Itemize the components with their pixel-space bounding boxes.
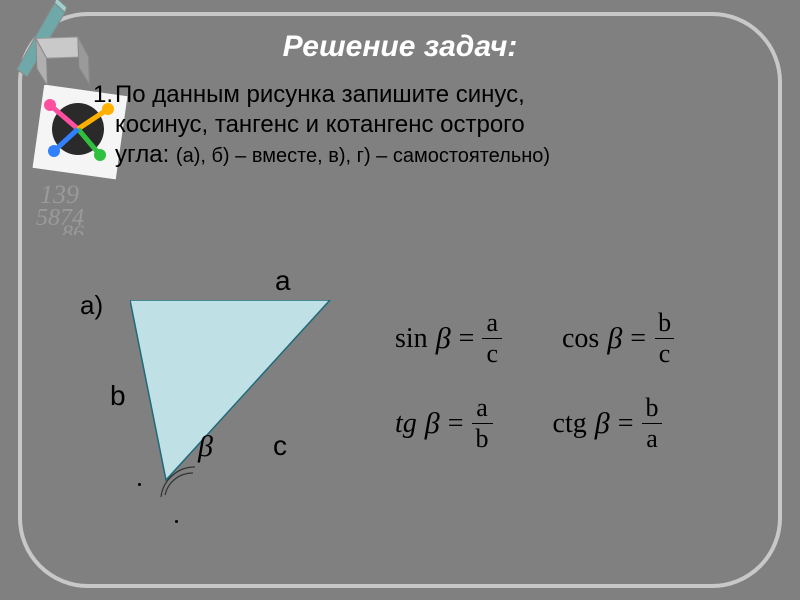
page-title: Решение задач: bbox=[0, 30, 800, 64]
angle-label-beta: β bbox=[198, 430, 213, 464]
task-line1: По данным рисунка запишите синус, bbox=[115, 81, 525, 108]
side-label-c: c bbox=[273, 430, 287, 462]
dot bbox=[175, 520, 178, 523]
side-label-a: a bbox=[275, 265, 291, 297]
formula-cos: cos β = bc bbox=[562, 310, 675, 367]
task-line3b: (а), б) – вместе, в), г) – самостоятельн… bbox=[176, 145, 550, 167]
task-line3a: угла: bbox=[115, 141, 176, 168]
formula-sin: sin β = ac bbox=[395, 310, 502, 367]
task-line2: косинус, тангенс и котангенс острого bbox=[115, 111, 525, 138]
dot bbox=[138, 483, 141, 486]
formulas-block: sin β = ac cos β = bc tg β = ab ctg β = … bbox=[395, 310, 775, 480]
formula-ctg: ctg β = ba bbox=[553, 395, 663, 452]
formula-tg: tg β = ab bbox=[395, 395, 493, 452]
side-label-b: b bbox=[110, 380, 126, 412]
task-number: 1. bbox=[93, 80, 113, 110]
subtask-label-a: а) bbox=[80, 290, 103, 321]
task-text: 1. По данным рисунка запишите синус, кос… bbox=[115, 80, 745, 170]
svg-text:86: 86 bbox=[62, 220, 84, 235]
